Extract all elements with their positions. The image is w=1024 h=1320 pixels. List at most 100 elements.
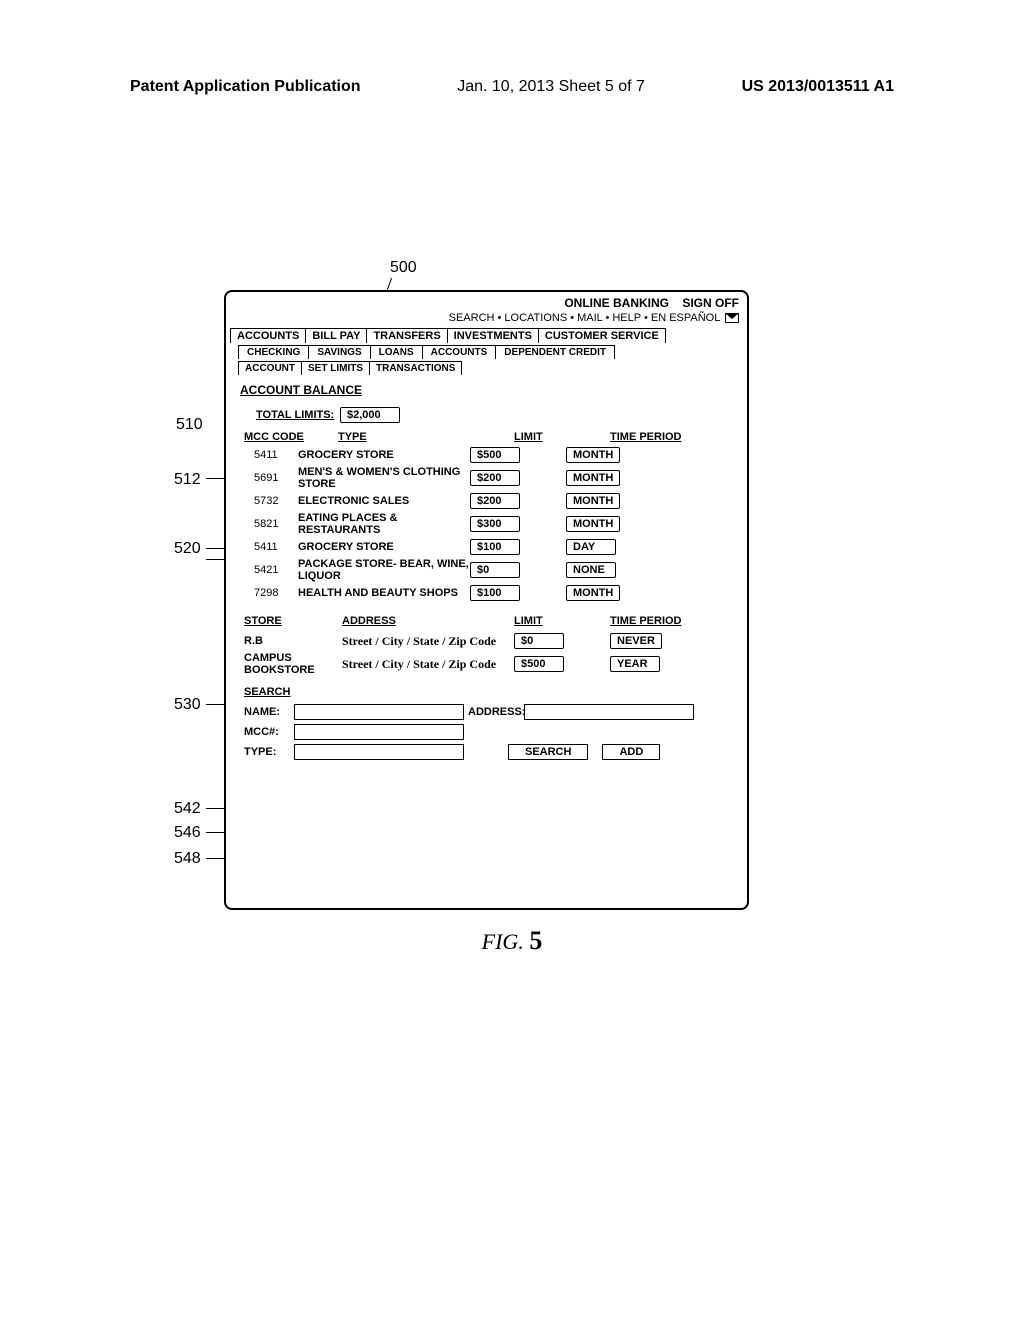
total-limits-label: TOTAL LIMITS: [240, 409, 340, 421]
store-limit-input[interactable]: $500 [514, 656, 564, 672]
store-row: R.BStreet / City / State / Zip Code$0NEV… [240, 633, 733, 649]
fig-prefix: FIG. [482, 929, 524, 954]
sign-off-link[interactable]: SIGN OFF [682, 296, 739, 310]
mcc-header-row: MCC CODE TYPE LIMIT TIME PERIOD [240, 431, 733, 443]
mcc-limit-input[interactable]: $200 [470, 470, 520, 486]
mcc-row: 7298HEALTH AND BEAUTY SHOPS$100 MONTH [240, 585, 733, 601]
mcc-table: 5411GROCERY STORE$500MONTH5691MEN'S & WO… [240, 447, 733, 601]
ref-512: 512 [174, 471, 201, 489]
tab-transactions[interactable]: TRANSACTIONS [369, 361, 462, 375]
mcc-code: 5411 [240, 449, 298, 461]
mcc-type: GROCERY STORE [298, 541, 470, 553]
figure-label: FIG. 5 [0, 926, 1024, 956]
mcc-row: 5421PACKAGE STORE- BEAR, WINE, LIQUOR$0N… [240, 558, 733, 582]
mcc-limit-input[interactable]: $300 [470, 516, 520, 532]
screen-500: ONLINE BANKING SIGN OFF SEARCH • LOCATIO… [224, 290, 749, 910]
mcc-limit-input[interactable]: $200 [470, 493, 520, 509]
nav-level-3: ACCOUNT SET LIMITS TRANSACTIONS [226, 361, 747, 375]
tab-loans[interactable]: LOANS [370, 345, 423, 359]
store-period-input[interactable]: YEAR [610, 656, 660, 672]
mcc-period-input[interactable]: MONTH [566, 585, 620, 601]
store-period-input[interactable]: NEVER [610, 633, 662, 649]
ref-542: 542 [174, 800, 201, 818]
online-banking-label: ONLINE BANKING [564, 296, 669, 310]
ref-530: 530 [174, 696, 201, 714]
date-sheet: Jan. 10, 2013 Sheet 5 of 7 [457, 78, 645, 96]
search-address-label: ADDRESS: [464, 706, 524, 718]
ref-500: 500 [390, 259, 417, 277]
tab-investments[interactable]: INVESTMENTS [447, 328, 539, 343]
tab-checking[interactable]: CHECKING [238, 345, 309, 359]
mcc-period-input[interactable]: MONTH [566, 470, 620, 486]
tab-accounts-sub[interactable]: ACCOUNTS [422, 345, 497, 359]
mcc-period-input[interactable]: NONE [566, 562, 616, 578]
mcc-code: 7298 [240, 587, 298, 599]
mcc-type: ELECTRONIC SALES [298, 495, 470, 507]
hdr-limit: LIMIT [514, 431, 610, 443]
search-form: NAME: ADDRESS: MCC#: TYPE: SEARCH ADD [240, 704, 733, 760]
add-button[interactable]: ADD [602, 744, 660, 760]
mcc-period-input[interactable]: MONTH [566, 493, 620, 509]
topbar-links-text[interactable]: SEARCH • LOCATIONS • MAIL • HELP • EN ES… [449, 312, 720, 324]
tab-set-limits[interactable]: SET LIMITS [301, 361, 370, 375]
mcc-row: 5732ELECTRONIC SALES$200 MONTH [240, 493, 733, 509]
hdr-time-period: TIME PERIOD [610, 431, 690, 443]
content-area: ACCOUNT BALANCE TOTAL LIMITS: $2,000 MCC… [226, 375, 747, 772]
search-button[interactable]: SEARCH [508, 744, 588, 760]
mcc-type: HEALTH AND BEAUTY SHOPS [298, 587, 470, 599]
mcc-row: 5411GROCERY STORE$500 MONTH [240, 447, 733, 463]
search-mcc-label: MCC#: [240, 726, 294, 738]
mcc-period-input[interactable]: DAY [566, 539, 616, 555]
store-address: Street / City / State / Zip Code [342, 634, 514, 649]
store-table: R.BStreet / City / State / Zip Code$0NEV… [240, 633, 733, 676]
ref-510: 510 [176, 416, 203, 434]
store-name: CAMPUS BOOKSTORE [240, 652, 342, 676]
mcc-type: PACKAGE STORE- BEAR, WINE, LIQUOR [298, 558, 470, 582]
search-mcc-input[interactable] [294, 724, 464, 740]
hdr-store: STORE [240, 615, 342, 627]
page-header: Patent Application Publication Jan. 10, … [0, 78, 1024, 96]
tab-bill-pay[interactable]: BILL PAY [305, 328, 367, 343]
hdr-store-period: TIME PERIOD [610, 615, 690, 627]
ref-520: 520 [174, 540, 201, 558]
mcc-row: 5411GROCERY STORE$100 DAY [240, 539, 733, 555]
search-name-label: NAME: [240, 706, 294, 718]
mcc-limit-input[interactable]: $100 [470, 585, 520, 601]
tab-dependent-credit[interactable]: DEPENDENT CREDIT [495, 345, 615, 359]
total-limits-value[interactable]: $2,000 [340, 407, 400, 423]
store-limit-input[interactable]: $0 [514, 633, 564, 649]
store-row: CAMPUS BOOKSTOREStreet / City / State / … [240, 652, 733, 676]
mcc-row: 5821EATING PLACES & RESTAURANTS$300 MONTH [240, 512, 733, 536]
store-header-row: STORE ADDRESS LIMIT TIME PERIOD [240, 615, 733, 627]
mcc-period-input[interactable]: MONTH [566, 447, 620, 463]
mcc-code: 5821 [240, 518, 298, 530]
mcc-limit-input[interactable]: $100 [470, 539, 520, 555]
topbar: ONLINE BANKING SIGN OFF [226, 292, 747, 310]
hdr-store-limit: LIMIT [514, 615, 610, 627]
search-address-input[interactable] [524, 704, 694, 720]
tab-savings[interactable]: SAVINGS [308, 345, 370, 359]
hdr-address: ADDRESS [342, 615, 514, 627]
mcc-limit-input[interactable]: $0 [470, 562, 520, 578]
tab-transfers[interactable]: TRANSFERS [366, 328, 447, 343]
tab-customer-service[interactable]: CUSTOMER SERVICE [538, 328, 666, 343]
mcc-row: 5691MEN'S & WOMEN'S CLOTHING STORE$200MO… [240, 466, 733, 490]
mcc-limit-input[interactable]: $500 [470, 447, 520, 463]
envelope-icon[interactable] [725, 313, 739, 323]
mcc-code: 5691 [240, 472, 298, 484]
nav-level-2: CHECKING SAVINGS LOANS ACCOUNTS DEPENDEN… [226, 345, 747, 359]
search-type-input[interactable] [294, 744, 464, 760]
tab-account[interactable]: ACCOUNT [238, 361, 302, 375]
tab-accounts[interactable]: ACCOUNTS [230, 328, 306, 343]
mcc-code: 5732 [240, 495, 298, 507]
search-type-label: TYPE: [240, 746, 294, 758]
pubtype: Patent Application Publication [130, 78, 361, 96]
topbar-links: SEARCH • LOCATIONS • MAIL • HELP • EN ES… [226, 310, 747, 328]
search-heading: SEARCH [240, 686, 733, 698]
mcc-type: EATING PLACES & RESTAURANTS [298, 512, 470, 536]
mcc-code: 5411 [240, 541, 298, 553]
pubnum: US 2013/0013511 A1 [742, 78, 894, 96]
mcc-type: GROCERY STORE [298, 449, 470, 461]
search-name-input[interactable] [294, 704, 464, 720]
mcc-period-input[interactable]: MONTH [566, 516, 620, 532]
